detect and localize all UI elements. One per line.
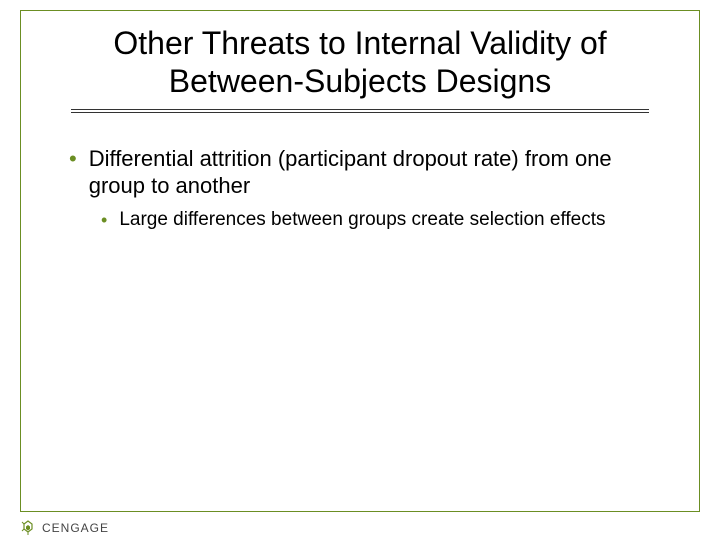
bullet-text: Large differences between groups create … xyxy=(119,208,605,232)
content-area: • Differential attrition (participant dr… xyxy=(21,113,699,232)
cengage-logo-icon xyxy=(20,520,36,536)
slide-frame: Other Threats to Internal Validity of Be… xyxy=(20,10,700,512)
bullet-text: Differential attrition (participant drop… xyxy=(89,145,651,200)
footer: CENGAGE xyxy=(20,520,109,536)
slide-title: Other Threats to Internal Validity of Be… xyxy=(21,11,699,107)
bullet-level-2: • Large differences between groups creat… xyxy=(101,208,651,232)
bullet-dot-icon: • xyxy=(69,145,77,173)
bullet-level-1: • Differential attrition (participant dr… xyxy=(69,145,651,200)
footer-brand: CENGAGE xyxy=(42,521,109,535)
bullet-dot-icon: • xyxy=(101,208,107,232)
